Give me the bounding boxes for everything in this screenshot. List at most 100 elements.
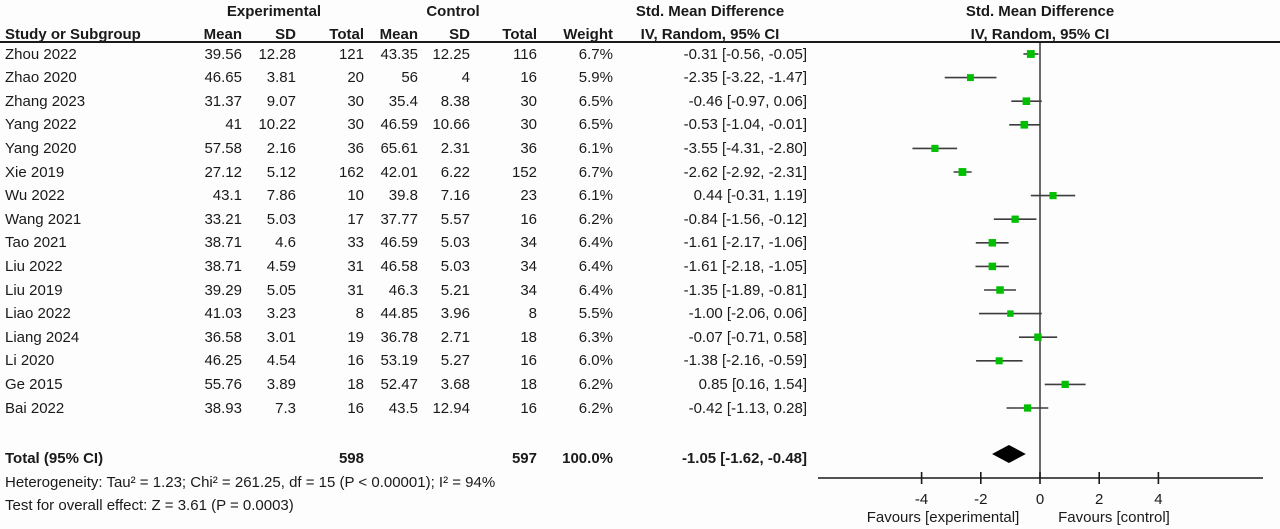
study-row-e_mean: 41.03 (204, 305, 242, 323)
study-row-study: Yang 2022 (5, 116, 77, 134)
study-row-e_total: 31 (347, 257, 364, 275)
study-row-c_mean: 46.58 (380, 257, 418, 275)
study-row-study: Liao 2022 (5, 305, 71, 323)
study-row-ci_text: -1.00 [-2.06, 0.06] (688, 305, 807, 323)
study-row-c_total: 23 (520, 187, 537, 205)
study-row-e_mean: 39.29 (204, 281, 242, 299)
study-row-e_mean: 38.93 (204, 399, 242, 417)
study-row-weight: 6.2% (578, 375, 613, 393)
effect-marker (995, 357, 1003, 365)
effect-marker (988, 262, 997, 271)
study-row-e_total: 121 (338, 45, 364, 63)
favours-experimental-label: Favours [experimental] (867, 509, 1020, 526)
study-row-e_total: 18 (347, 375, 364, 393)
total-ctrl-n: 597 (511, 450, 537, 467)
effect-marker (966, 74, 974, 82)
effect-marker (1020, 120, 1029, 129)
study-row-e_mean: 55.76 (204, 375, 242, 393)
study-row-study: Ge 2015 (5, 375, 63, 393)
col-header-ctrl-total: Total (502, 26, 537, 43)
study-row-weight: 6.4% (578, 257, 613, 275)
x-axis-tick-label: 0 (1036, 491, 1044, 508)
study-row-c_sd: 5.03 (440, 234, 470, 252)
study-row-c_sd: 5.21 (440, 281, 470, 299)
study-row-e_sd: 3.23 (266, 305, 296, 323)
study-row-c_sd: 5.03 (440, 257, 470, 275)
total-row-label: Total (95% CI) (5, 450, 104, 467)
overall-effect-test: Test for overall effect: Z = 3.61 (P = 0… (5, 497, 294, 514)
study-row-ci_text: -3.55 [-4.31, -2.80] (683, 139, 807, 157)
study-row-c_sd: 8.38 (440, 92, 470, 110)
study-row-weight: 6.4% (578, 281, 613, 299)
study-row-c_mean: 46.59 (380, 234, 418, 252)
study-row-c_total: 16 (520, 352, 537, 370)
study-row-study: Tao 2021 (5, 234, 67, 252)
study-row-weight: 5.9% (578, 69, 613, 87)
study-row-e_total: 8 (355, 305, 364, 323)
study-row-e_sd: 2.16 (266, 139, 296, 157)
study-row-e_mean: 33.21 (204, 210, 242, 228)
study-row-c_sd: 7.16 (440, 187, 470, 205)
study-row-c_sd: 2.31 (440, 139, 470, 157)
study-row-e_sd: 3.01 (266, 328, 296, 346)
study-row-study: Wu 2022 (5, 187, 65, 205)
x-axis-tick-label: 4 (1154, 491, 1162, 508)
col-header-study: Study or Subgroup (5, 26, 141, 43)
effect-marker (958, 168, 967, 176)
effect-marker (1061, 380, 1069, 389)
study-row-e_total: 20 (347, 69, 364, 87)
study-row-c_mean: 65.61 (380, 139, 418, 157)
effect-marker (931, 144, 939, 152)
study-row-ci_text: -0.84 [-1.56, -0.12] (683, 210, 807, 228)
study-row-e_mean: 36.58 (204, 328, 242, 346)
study-row-e_sd: 5.12 (266, 163, 296, 181)
study-row-c_total: 152 (511, 163, 537, 181)
plot-header-smd-method: IV, Random, 95% CI (970, 26, 1110, 43)
study-row-ci_text: -1.61 [-2.17, -1.06] (683, 234, 807, 252)
study-row-c_total: 16 (520, 399, 537, 417)
x-axis-tick-label: -4 (915, 491, 928, 508)
total-diamond (992, 445, 1026, 463)
study-row-c_mean: 43.5 (388, 399, 418, 417)
study-row-e_total: 10 (347, 187, 364, 205)
study-row-c_total: 36 (520, 139, 537, 157)
study-row-c_sd: 6.22 (440, 163, 470, 181)
study-row-ci_text: 0.85 [0.16, 1.54] (698, 375, 807, 393)
study-row-c_sd: 12.94 (432, 399, 470, 417)
col-header-exp-sd: SD (275, 26, 296, 43)
study-row-e_mean: 57.58 (204, 139, 242, 157)
effect-marker (1023, 404, 1032, 412)
col-header-ctrl-mean: Mean (379, 26, 418, 43)
effect-marker (1022, 97, 1031, 106)
study-row-ci_text: -0.07 [-0.71, 0.58] (688, 328, 807, 346)
study-row-c_sd: 5.27 (440, 352, 470, 370)
study-row-weight: 6.1% (578, 139, 613, 157)
study-row-study: Bai 2022 (5, 399, 65, 417)
study-row-c_mean: 42.01 (380, 163, 418, 181)
col-header-ctrl-sd: SD (449, 26, 470, 43)
study-row-e_total: 30 (347, 116, 364, 134)
study-row-e_sd: 7.86 (266, 187, 296, 205)
study-row-c_mean: 35.4 (388, 92, 418, 110)
study-row-weight: 6.2% (578, 399, 613, 417)
study-row-c_total: 34 (520, 234, 537, 252)
effect-marker (1049, 192, 1057, 200)
group-header-control: Control (426, 3, 480, 20)
study-row-e_total: 36 (347, 139, 364, 157)
study-row-c_mean: 36.78 (380, 328, 418, 346)
study-row-study: Zhou 2022 (5, 45, 77, 63)
study-row-c_mean: 43.35 (380, 45, 418, 63)
study-row-c_sd: 5.57 (440, 210, 470, 228)
smd-column-title: Std. Mean Difference (635, 3, 785, 20)
study-row-e_sd: 3.81 (266, 69, 296, 87)
effect-marker (1026, 50, 1035, 58)
study-row-e_sd: 7.3 (275, 399, 296, 417)
study-row-study: Liu 2019 (5, 281, 63, 299)
study-row-e_total: 33 (347, 234, 364, 252)
effect-marker (996, 286, 1004, 294)
study-row-e_mean: 46.25 (204, 352, 242, 370)
effect-marker (1007, 310, 1014, 317)
study-row-c_total: 18 (520, 328, 537, 346)
study-row-c_total: 116 (513, 45, 537, 63)
